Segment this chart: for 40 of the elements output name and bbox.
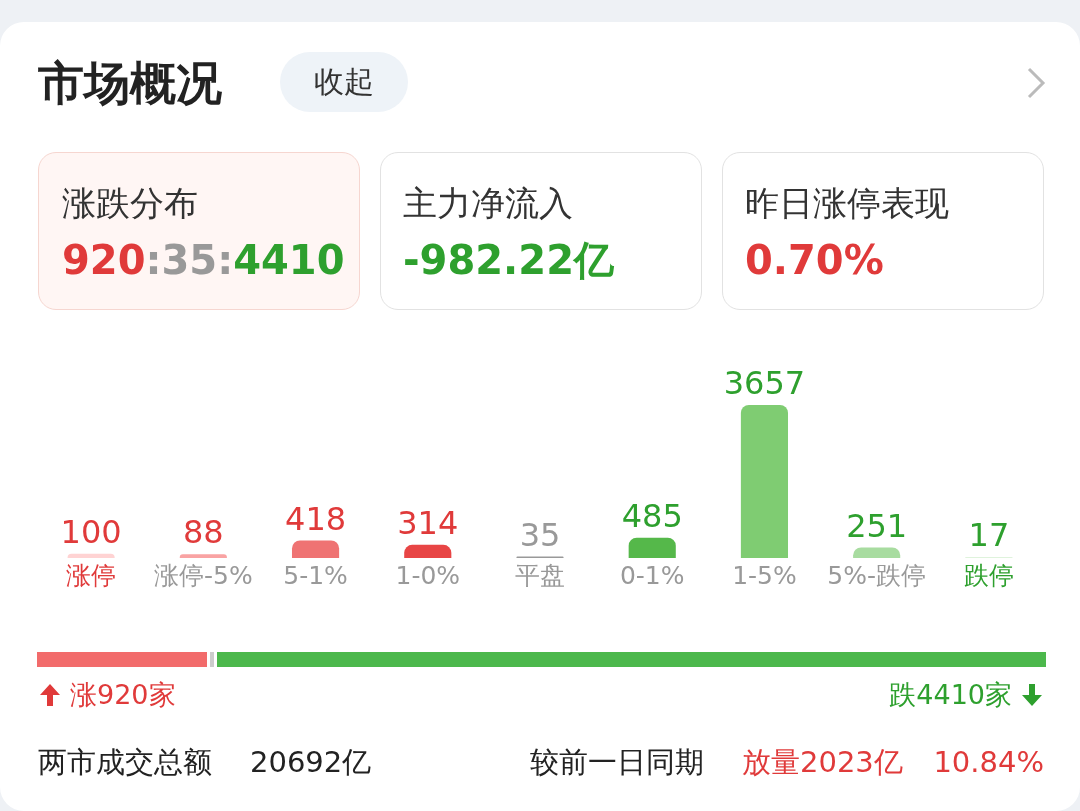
text: -982.22亿 bbox=[403, 237, 614, 283]
bar bbox=[628, 537, 676, 558]
x-tick-label: 0-1% bbox=[619, 561, 685, 590]
bar bbox=[67, 553, 115, 558]
text: 920:35:4410 bbox=[62, 237, 345, 283]
text: 放量2023亿 bbox=[742, 745, 903, 779]
bar bbox=[740, 405, 789, 558]
text: 20692亿 bbox=[250, 745, 372, 779]
x-tick-label: 跌停 bbox=[963, 561, 1014, 590]
bar bbox=[404, 544, 452, 558]
x-tick-label: 平盘 bbox=[515, 561, 565, 590]
data-label: 100 bbox=[60, 512, 122, 551]
data-label: 3657 bbox=[723, 364, 806, 402]
data-label: 251 bbox=[846, 506, 908, 545]
data-label: 35 bbox=[519, 515, 561, 554]
bar bbox=[853, 547, 901, 558]
x-tick-label: 涨停-5% bbox=[153, 561, 253, 590]
text: 10.84% bbox=[933, 745, 1044, 779]
text: 涨跌分布 bbox=[62, 183, 198, 223]
text: 较前一日同期 bbox=[530, 745, 704, 779]
text: 收起 bbox=[280, 52, 408, 112]
text: 主力净流入 bbox=[403, 183, 573, 223]
data-label: 17 bbox=[968, 516, 1010, 555]
data-label: 314 bbox=[397, 503, 459, 542]
data-label: 418 bbox=[285, 499, 347, 538]
text: 昨日涨停表现 bbox=[745, 183, 949, 223]
text: 涨920家 bbox=[70, 679, 176, 710]
x-tick-label: 涨停 bbox=[66, 561, 117, 590]
x-tick-label: 5%-跌停 bbox=[827, 561, 927, 590]
text: 0.70% bbox=[745, 237, 884, 283]
text: 市场概况 bbox=[38, 56, 222, 110]
x-tick-label: 1-0% bbox=[395, 561, 461, 590]
x-tick-label: 1-5% bbox=[732, 561, 797, 590]
bar bbox=[291, 540, 340, 558]
text: 两市成交总额 bbox=[38, 745, 212, 779]
data-label: 485 bbox=[621, 496, 683, 535]
text: 跌4410家 bbox=[889, 679, 1012, 710]
x-tick-label: 5-1% bbox=[283, 561, 348, 590]
bar bbox=[179, 554, 227, 558]
data-label: 88 bbox=[182, 513, 224, 552]
